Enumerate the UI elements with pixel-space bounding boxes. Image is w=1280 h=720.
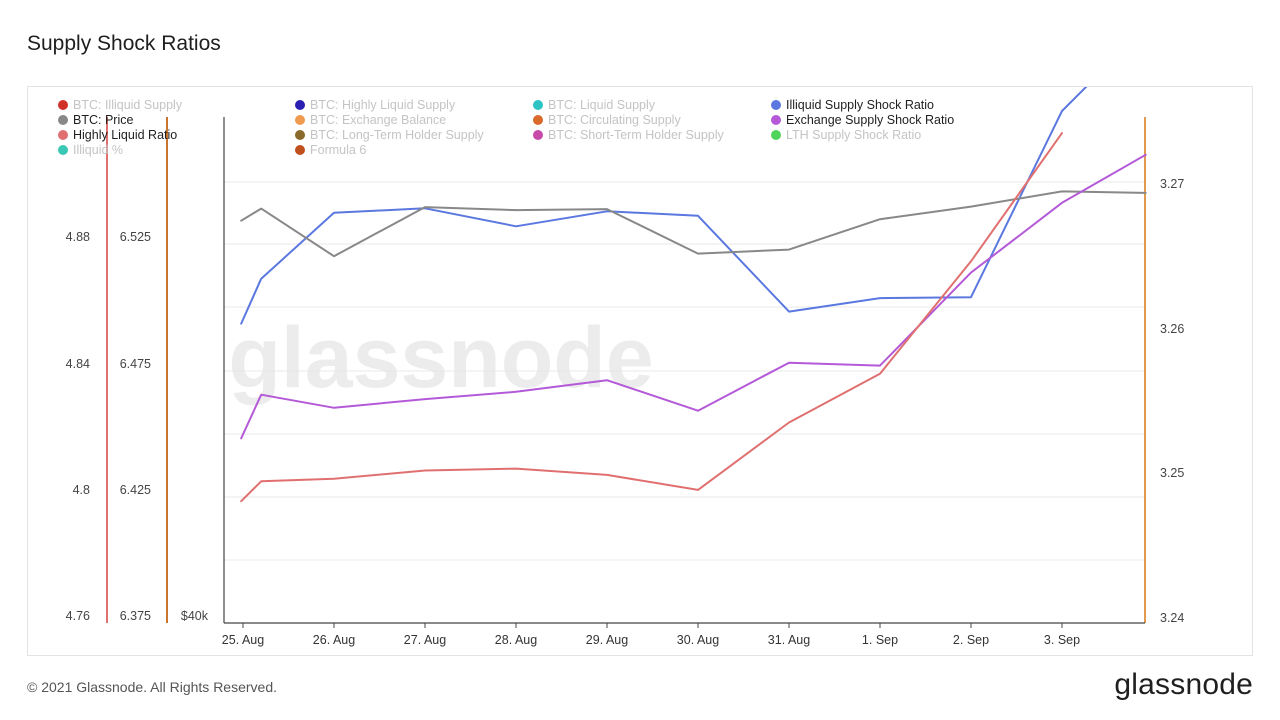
legend-dot-icon [771, 115, 781, 125]
x-tick-label: 2. Sep [953, 633, 989, 647]
legend-dot-icon [533, 115, 543, 125]
legend-label: BTC: Illiquid Supply [73, 98, 183, 112]
left-axis-1-tick-label: 4.84 [66, 357, 90, 371]
legend-item[interactable]: BTC: Short-Term Holder Supply [533, 128, 724, 142]
legend-label: BTC: Price [73, 113, 134, 127]
legend-dot-icon [771, 130, 781, 140]
legend-dot-icon [58, 100, 68, 110]
legend-item[interactable]: LTH Supply Shock Ratio [771, 128, 921, 142]
legend-item[interactable]: BTC: Liquid Supply [533, 98, 655, 112]
legend-item[interactable]: Exchange Supply Shock Ratio [771, 113, 954, 127]
axes [106, 117, 1146, 624]
left-axis-1-tick-label: 4.76 [66, 609, 90, 623]
legend-label: Formula 6 [310, 143, 367, 157]
x-tick-label: 3. Sep [1044, 633, 1080, 647]
legend-label: BTC: Highly Liquid Supply [310, 98, 456, 112]
legend-label: Highly Liquid Ratio [73, 128, 178, 142]
chart-svg: glassnode 25. Aug 26. Aug 27. Aug 28. Aug 29… [66, 87, 1185, 647]
legend-label: BTC: Circulating Supply [548, 113, 681, 127]
legend-label: BTC: Exchange Balance [310, 113, 447, 127]
copyright-footer: © 2021 Glassnode. All Rights Reserved. [27, 679, 278, 695]
x-tick-labels: 25. Aug 26. Aug 27. Aug 28. Aug 29. Aug 30. A… [222, 623, 1080, 647]
x-tick-label: 25. Aug [222, 633, 264, 647]
x-tick-label: 31. Aug [768, 633, 810, 647]
legend-item[interactable]: Illiquid Supply Shock Ratio [771, 98, 934, 112]
x-tick-label: 26. Aug [313, 633, 355, 647]
left-axis-1-tick-label: 4.88 [66, 230, 90, 244]
series-line-illiquid-supply-shock-ratio [240, 87, 1088, 325]
legend-item[interactable]: Illiquid % [58, 143, 123, 157]
left-axis-2-tick-label: 6.375 [120, 609, 151, 623]
legend-label: Exchange Supply Shock Ratio [786, 113, 955, 127]
legend-dot-icon [58, 130, 68, 140]
right-axis-tick-label: 3.25 [1160, 466, 1184, 480]
x-tick-label: 30. Aug [677, 633, 719, 647]
legend-item[interactable]: BTC: Highly Liquid Supply [295, 98, 455, 112]
legend-label: Illiquid Supply Shock Ratio [786, 98, 934, 112]
series-line-btc-price [240, 190, 1147, 258]
legend-label: BTC: Liquid Supply [548, 98, 656, 112]
watermark: glassnode [228, 310, 653, 406]
legend-item[interactable]: BTC: Circulating Supply [533, 113, 681, 127]
x-tick-label: 29. Aug [586, 633, 628, 647]
left-axis-2-tick-label: 6.425 [120, 483, 151, 497]
legend-label: LTH Supply Shock Ratio [786, 128, 922, 142]
right-axis-tick-label: 3.26 [1160, 322, 1184, 336]
legend-dot-icon [295, 145, 305, 155]
right-axis-tick-label: 3.27 [1160, 177, 1184, 191]
chart-title: Supply Shock Ratios [27, 32, 221, 55]
right-axis-tick-label: 3.24 [1160, 611, 1184, 625]
legend-label: Illiquid % [73, 143, 124, 157]
y-tick-labels: 4.88 4.84 4.8 4.76 6.525 6.475 6.425 6.375 $40k 3… [66, 177, 1185, 625]
left-axis-2-tick-label: 6.475 [120, 357, 151, 371]
legend-dot-icon [58, 115, 68, 125]
price-axis-tick-label: $40k [181, 609, 209, 623]
x-tick-label: 1. Sep [862, 633, 898, 647]
legend-item[interactable]: BTC: Long-Term Holder Supply [295, 128, 484, 142]
x-tick-label: 27. Aug [404, 633, 446, 647]
legend-dot-icon [533, 100, 543, 110]
brand-logo: glassnode [1114, 668, 1253, 701]
legend-label: BTC: Short-Term Holder Supply [548, 128, 724, 142]
legend-item[interactable]: Highly Liquid Ratio [58, 128, 177, 142]
legend-dot-icon [533, 130, 543, 140]
left-axis-2-tick-label: 6.525 [120, 230, 151, 244]
legend-dot-icon [295, 130, 305, 140]
legend-item[interactable]: BTC: Illiquid Supply [58, 98, 182, 112]
legend-dot-icon [295, 100, 305, 110]
grid-lines [224, 181, 1145, 624]
series-line-highly-liquid-ratio [240, 132, 1063, 503]
legend-item[interactable]: Formula 6 [295, 143, 366, 157]
series-lines [240, 87, 1147, 503]
legend-item[interactable]: BTC: Exchange Balance [295, 113, 446, 127]
left-axis-1-tick-label: 4.8 [73, 483, 90, 497]
chart-panel: glassnode 25. Aug 26. Aug 27. Aug 28. Aug 29… [27, 86, 1253, 656]
legend-item[interactable]: BTC: Price [58, 113, 133, 127]
x-tick-label: 28. Aug [495, 633, 537, 647]
series-line-exchange-supply-shock-ratio [240, 153, 1147, 440]
legend-label: BTC: Long-Term Holder Supply [310, 128, 484, 142]
legend-dot-icon [295, 115, 305, 125]
legend-dot-icon [771, 100, 781, 110]
legend-dot-icon [58, 145, 68, 155]
